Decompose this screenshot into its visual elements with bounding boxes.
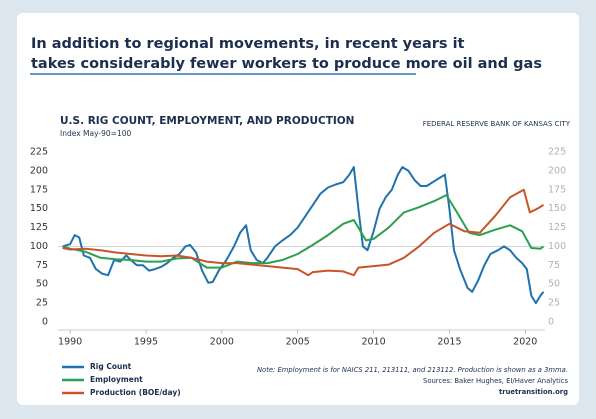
y-tick-label: 175 bbox=[30, 184, 48, 195]
y2-tick-label: 175 bbox=[548, 184, 566, 195]
legend-label: Production (BOE/day) bbox=[90, 388, 181, 397]
y-tick-label: 50 bbox=[36, 279, 48, 290]
y-tick-label: 125 bbox=[30, 222, 48, 233]
y-tick-label: 100 bbox=[30, 241, 48, 252]
chart-title: U.S. RIG COUNT, EMPLOYMENT, AND PRODUCTI… bbox=[60, 115, 354, 127]
y2-tick-label: 0 bbox=[548, 317, 554, 328]
x-tick-label: 2020 bbox=[513, 337, 537, 348]
sources: Sources: Baker Hughes, EI/Haver Analytic… bbox=[423, 377, 568, 385]
site: truetransition.org bbox=[499, 388, 568, 396]
x-tick-label: 1995 bbox=[134, 337, 158, 348]
y2-tick-label: 225 bbox=[548, 147, 566, 158]
source-label: FEDERAL RESERVE BANK OF KANSAS CITY bbox=[423, 120, 571, 128]
chart-subtitle: Index May-90=100 bbox=[60, 129, 131, 138]
y-tick-label: 225 bbox=[30, 147, 48, 158]
y-tick-label: 150 bbox=[30, 203, 48, 214]
y-tick-label: 25 bbox=[36, 298, 48, 309]
legend-label: Employment bbox=[90, 375, 143, 384]
series-line bbox=[62, 188, 545, 277]
y2-tick-label: 150 bbox=[548, 203, 566, 214]
x-tick-label: 2015 bbox=[437, 337, 461, 348]
y-tick-label: 75 bbox=[36, 260, 48, 271]
y-tick-label: 0 bbox=[42, 317, 48, 328]
y2-tick-label: 50 bbox=[548, 279, 560, 290]
series-line bbox=[62, 166, 545, 305]
x-tick-label: 1990 bbox=[58, 337, 82, 348]
headline: takes considerably fewer workers to prod… bbox=[31, 56, 542, 72]
x-tick-label: 2010 bbox=[361, 337, 385, 348]
note: Note: Employment is for NAICS 211, 21311… bbox=[257, 366, 568, 374]
y-tick-label: 200 bbox=[30, 165, 48, 176]
y2-tick-label: 75 bbox=[548, 260, 560, 271]
card bbox=[17, 13, 579, 405]
y2-tick-label: 125 bbox=[548, 222, 566, 233]
y2-tick-label: 25 bbox=[548, 298, 560, 309]
headline: In addition to regional movements, in re… bbox=[31, 36, 465, 52]
x-tick-label: 2005 bbox=[286, 337, 310, 348]
y2-tick-label: 100 bbox=[548, 241, 566, 252]
legend-label: Rig Count bbox=[90, 362, 132, 371]
series-line bbox=[62, 194, 545, 269]
x-tick-label: 2000 bbox=[210, 337, 234, 348]
y2-tick-label: 200 bbox=[548, 165, 566, 176]
